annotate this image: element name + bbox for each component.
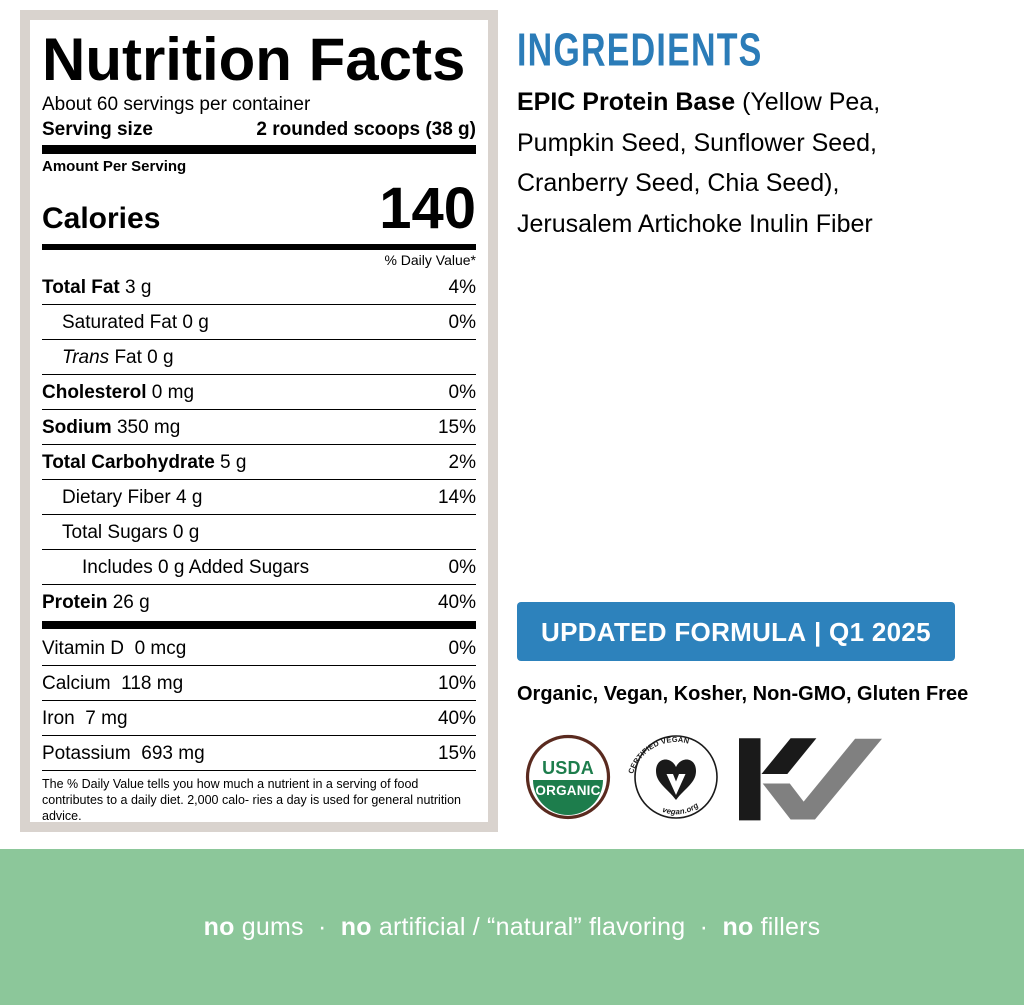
svg-text:ORGANIC: ORGANIC xyxy=(535,783,600,798)
svg-text:USDA: USDA xyxy=(542,758,594,778)
